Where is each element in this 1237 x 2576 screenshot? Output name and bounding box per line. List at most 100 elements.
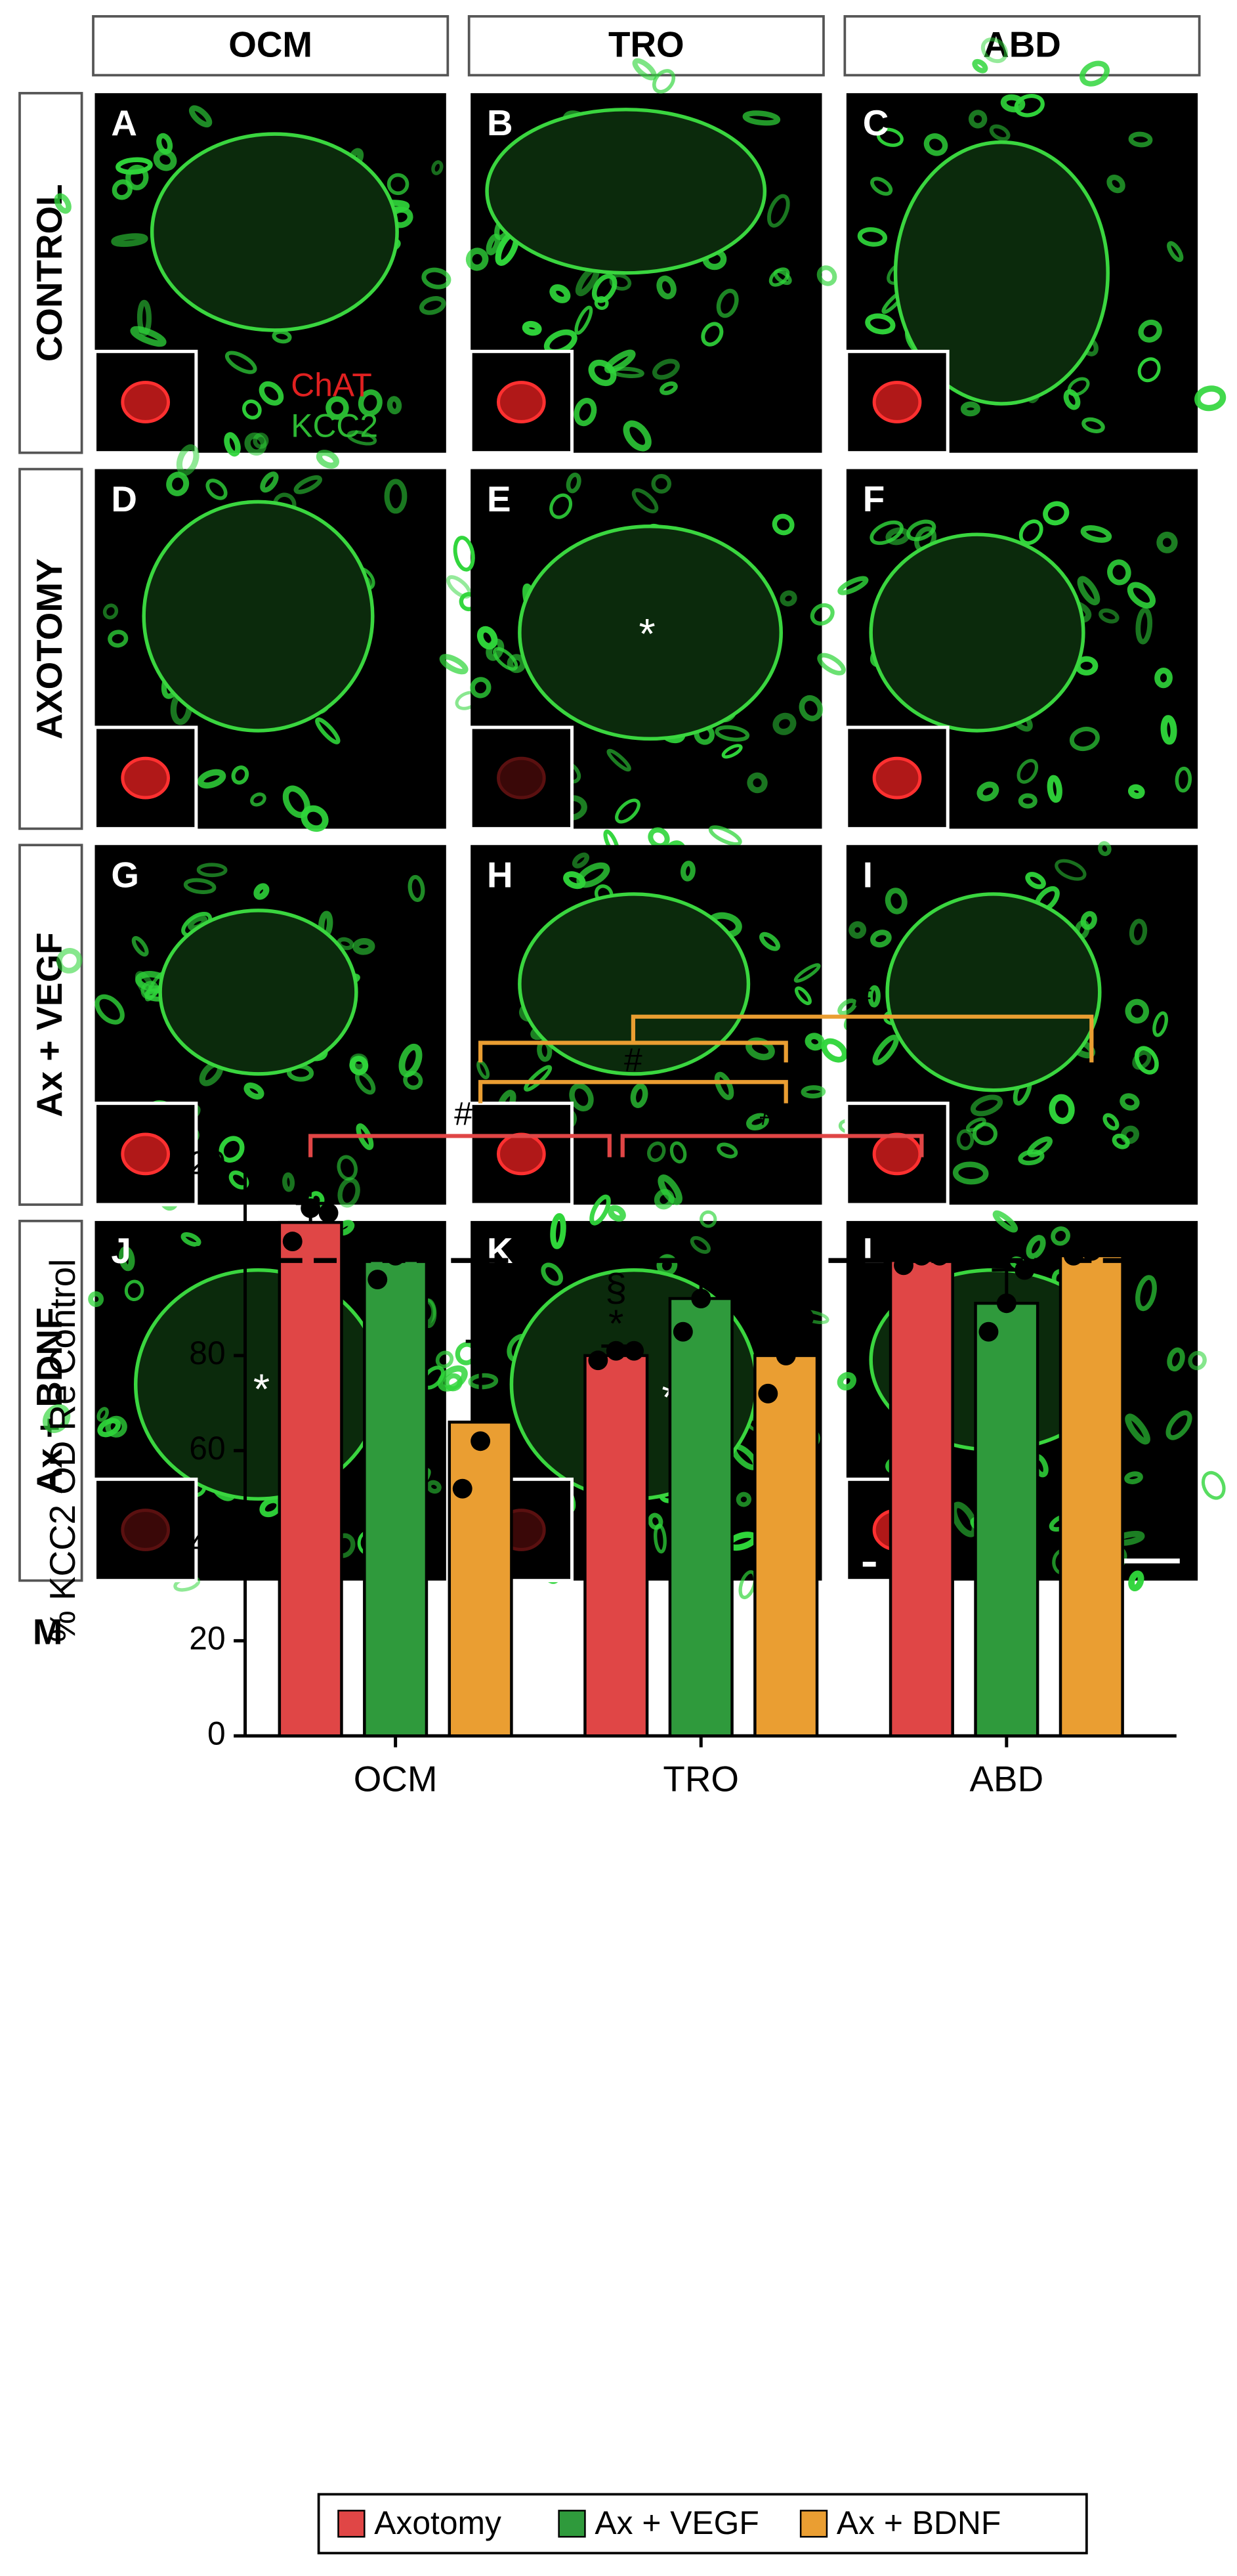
panel-letter: A bbox=[111, 102, 137, 143]
row-label: Ax + VEGF bbox=[29, 932, 70, 1117]
data-point bbox=[367, 1270, 388, 1289]
texture bbox=[976, 781, 999, 802]
texture bbox=[972, 1122, 997, 1146]
texture bbox=[337, 1177, 360, 1208]
texture bbox=[1124, 1471, 1143, 1484]
data-point bbox=[282, 1232, 303, 1252]
texture bbox=[96, 1407, 109, 1422]
data-point bbox=[1081, 1241, 1102, 1261]
texture bbox=[956, 1129, 975, 1151]
legend-box bbox=[317, 2493, 1088, 2555]
texture bbox=[736, 1492, 751, 1507]
texture bbox=[421, 267, 451, 290]
data-point bbox=[978, 1321, 999, 1342]
texture bbox=[566, 472, 581, 494]
texture bbox=[337, 937, 354, 951]
texture bbox=[1194, 385, 1227, 412]
texture bbox=[656, 275, 677, 299]
significance-symbol: † bbox=[300, 1159, 322, 1203]
texture bbox=[857, 227, 888, 247]
cell-outline bbox=[885, 892, 1102, 1092]
texture bbox=[589, 1194, 611, 1226]
texture bbox=[188, 105, 213, 128]
texture bbox=[105, 1415, 127, 1438]
texture bbox=[1055, 859, 1087, 881]
texture bbox=[1127, 784, 1145, 800]
texture bbox=[799, 695, 824, 721]
data-point bbox=[673, 1321, 693, 1342]
panel-letter: I bbox=[863, 855, 873, 895]
texture bbox=[403, 1071, 423, 1090]
data-point bbox=[488, 1327, 509, 1346]
micrograph bbox=[93, 444, 480, 832]
texture bbox=[870, 930, 892, 948]
texture bbox=[131, 935, 149, 957]
bar bbox=[974, 1302, 1039, 1738]
texture bbox=[970, 1094, 1003, 1117]
inset-cell bbox=[121, 1132, 171, 1176]
texture bbox=[315, 717, 341, 744]
texture bbox=[140, 981, 159, 1000]
bar bbox=[753, 1354, 819, 1738]
texture bbox=[250, 792, 266, 807]
texture bbox=[1127, 582, 1156, 609]
texture bbox=[1025, 872, 1046, 890]
row-label-box bbox=[18, 92, 83, 454]
texture bbox=[260, 471, 279, 493]
texture bbox=[766, 194, 790, 228]
panel-letter: H bbox=[487, 855, 513, 895]
texture bbox=[219, 1136, 245, 1163]
texture bbox=[652, 69, 676, 94]
texture bbox=[805, 1033, 825, 1051]
texture bbox=[124, 1279, 144, 1302]
texture bbox=[387, 396, 402, 415]
texture bbox=[316, 450, 339, 469]
asterisk: * bbox=[639, 610, 655, 658]
inset-cell bbox=[497, 756, 546, 800]
texture bbox=[384, 479, 408, 514]
texture bbox=[968, 110, 988, 129]
texture bbox=[435, 1350, 454, 1369]
x-tick-label: TRO bbox=[663, 1758, 739, 1799]
texture bbox=[444, 1373, 463, 1392]
cell-outline bbox=[485, 108, 767, 275]
texture bbox=[576, 862, 610, 888]
bar bbox=[889, 1258, 954, 1738]
significance-symbol: * bbox=[472, 1297, 488, 1341]
texture bbox=[615, 798, 640, 824]
texture bbox=[125, 164, 149, 190]
texture bbox=[1152, 1011, 1168, 1037]
texture bbox=[1026, 1235, 1046, 1259]
legend-swatch bbox=[337, 2510, 366, 2538]
texture bbox=[1129, 918, 1148, 945]
texture bbox=[1125, 1413, 1150, 1445]
texture bbox=[885, 888, 908, 914]
texture bbox=[1069, 727, 1100, 752]
micrograph bbox=[439, 469, 824, 864]
texture bbox=[1120, 1125, 1140, 1144]
data-point bbox=[452, 1478, 472, 1499]
column-header: ABD bbox=[983, 24, 1061, 65]
texture bbox=[821, 1038, 848, 1063]
bar bbox=[278, 1220, 343, 1738]
texture bbox=[651, 473, 672, 494]
micrograph bbox=[845, 37, 1227, 502]
texture bbox=[1128, 131, 1153, 148]
asterisk: * bbox=[253, 1365, 270, 1413]
column-header: TRO bbox=[608, 24, 684, 65]
data-point bbox=[794, 1308, 814, 1327]
texture bbox=[453, 536, 475, 572]
data-point bbox=[1015, 1260, 1035, 1280]
texture bbox=[1102, 1113, 1120, 1130]
y-tick-label: 40 bbox=[189, 1525, 225, 1562]
texture bbox=[989, 124, 1011, 141]
texture bbox=[607, 1205, 626, 1222]
y-tick-label: 20 bbox=[189, 1620, 225, 1657]
panel-letter: J bbox=[111, 1230, 131, 1271]
row-label: Ax + BDNF bbox=[29, 1308, 70, 1495]
texture bbox=[439, 654, 469, 675]
comparison-bracket bbox=[308, 1134, 612, 1157]
texture bbox=[1120, 1093, 1140, 1111]
texture bbox=[572, 852, 590, 869]
texture bbox=[282, 1172, 295, 1192]
